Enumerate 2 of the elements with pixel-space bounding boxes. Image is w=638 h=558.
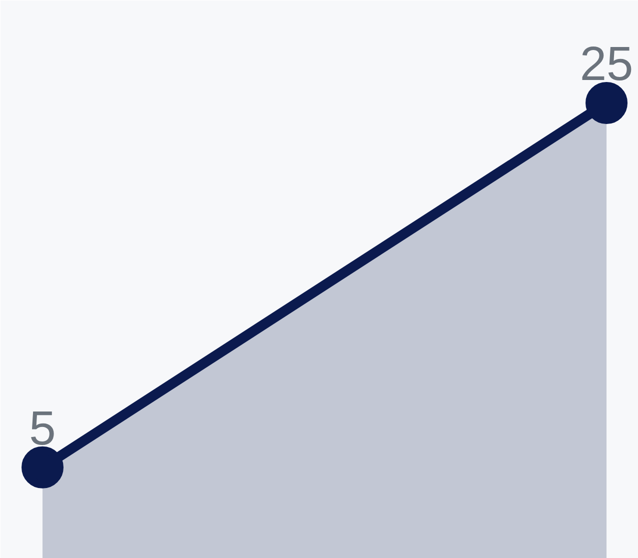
data-label: 25 (580, 38, 634, 92)
data-label: 5 (29, 402, 56, 456)
